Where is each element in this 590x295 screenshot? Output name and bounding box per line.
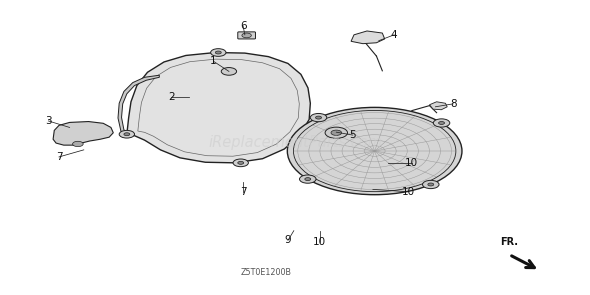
Text: 10: 10 — [402, 187, 415, 197]
Text: 6: 6 — [240, 21, 247, 31]
Circle shape — [233, 159, 248, 167]
Polygon shape — [351, 31, 385, 44]
Polygon shape — [430, 102, 447, 110]
Text: Z5T0E1200B: Z5T0E1200B — [241, 268, 291, 277]
Text: 5: 5 — [349, 130, 356, 140]
Circle shape — [310, 114, 327, 122]
Polygon shape — [118, 75, 159, 134]
Text: FR.: FR. — [500, 237, 518, 247]
Circle shape — [438, 122, 444, 124]
Circle shape — [211, 49, 226, 56]
Text: 1: 1 — [210, 56, 217, 66]
Polygon shape — [53, 122, 113, 145]
Circle shape — [221, 68, 237, 75]
Circle shape — [73, 141, 83, 147]
Circle shape — [433, 119, 450, 127]
Circle shape — [119, 130, 135, 138]
Circle shape — [325, 127, 348, 138]
Circle shape — [124, 133, 130, 136]
Text: 4: 4 — [391, 30, 398, 40]
Circle shape — [238, 161, 244, 164]
Polygon shape — [127, 53, 310, 163]
Text: 2: 2 — [168, 92, 175, 102]
Circle shape — [300, 175, 316, 183]
Text: 3: 3 — [45, 116, 52, 126]
Circle shape — [316, 116, 322, 119]
Circle shape — [331, 130, 342, 135]
Circle shape — [242, 33, 251, 38]
Circle shape — [215, 51, 221, 54]
Text: 9: 9 — [284, 235, 291, 245]
Circle shape — [287, 107, 462, 195]
Text: iReplacementParts.com: iReplacementParts.com — [208, 135, 382, 150]
Circle shape — [428, 183, 434, 186]
FancyBboxPatch shape — [238, 32, 255, 39]
Text: 10: 10 — [313, 237, 326, 247]
Text: 7: 7 — [240, 187, 247, 197]
Text: 7: 7 — [55, 152, 63, 162]
Circle shape — [422, 180, 439, 189]
Text: 10: 10 — [405, 158, 418, 168]
Circle shape — [305, 178, 311, 181]
Text: 8: 8 — [450, 99, 457, 109]
